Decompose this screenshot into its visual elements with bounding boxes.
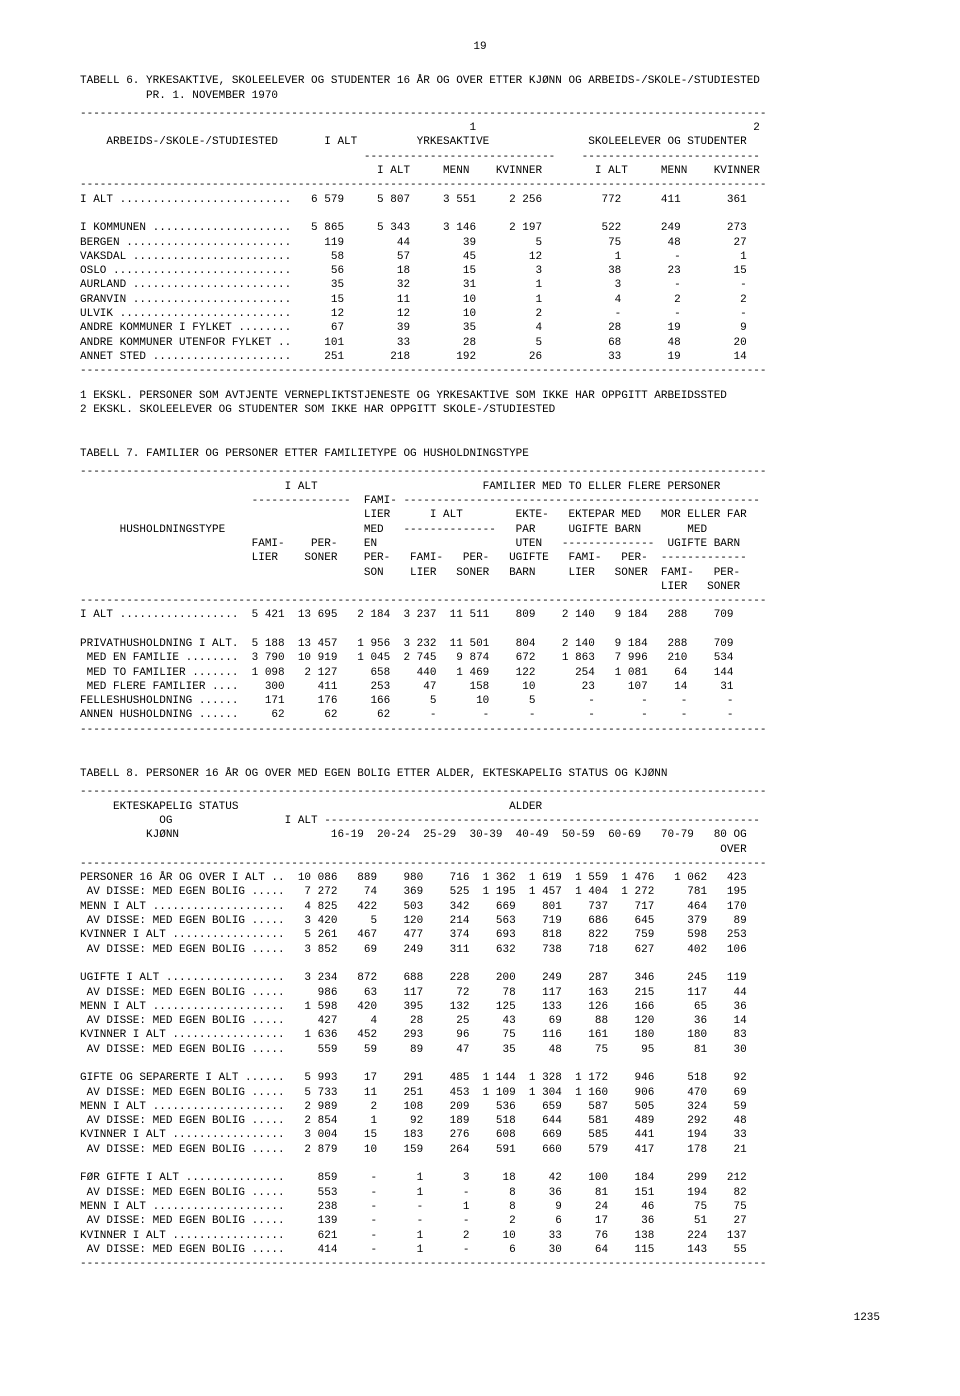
table-7-title: TABELL 7. FAMILIER OG PERSONER ETTER FAM… xyxy=(80,447,880,461)
page-number-bottom: 1235 xyxy=(80,1311,880,1325)
table-8-title: TABELL 8. PERSONER 16 ÅR OG OVER MED EGE… xyxy=(80,767,880,781)
rule: ----------------------------------------… xyxy=(80,178,880,192)
rule: ----------------------------------------… xyxy=(80,1257,880,1271)
rule: ----------------------------------------… xyxy=(80,723,880,737)
table-8-body: PERSONER 16 ÅR OG OVER I ALT .. 10 086 8… xyxy=(80,871,880,1257)
rule: ----------------------------------------… xyxy=(80,465,880,479)
table-6-title: TABELL 6. YRKESAKTIVE, SKOLEELEVER OG ST… xyxy=(80,74,880,103)
table-8-header: EKTESKAPELIG STATUS ALDER OG I ALT -----… xyxy=(80,800,880,857)
table-7-header: I ALT FAMILIER MED TO ELLER FLERE PERSON… xyxy=(80,480,880,594)
table-6-header: 1 2 ARBEIDS-/SKOLE-/STUDIESTED I ALT YRK… xyxy=(80,121,880,178)
page-number-top: 19 xyxy=(80,40,880,54)
rule: ----------------------------------------… xyxy=(80,785,880,799)
table-7: TABELL 7. FAMILIER OG PERSONER ETTER FAM… xyxy=(80,447,880,737)
rule: ----------------------------------------… xyxy=(80,857,880,871)
rule: ----------------------------------------… xyxy=(80,107,880,121)
rule: ----------------------------------------… xyxy=(80,594,880,608)
table-6-footnotes: 1 EKSKL. PERSONER SOM AVTJENTE VERNEPLIK… xyxy=(80,389,880,418)
table-6-body: I ALT .......................... 6 579 5… xyxy=(80,193,880,365)
table-6: TABELL 6. YRKESAKTIVE, SKOLEELEVER OG ST… xyxy=(80,74,880,417)
table-8: TABELL 8. PERSONER 16 ÅR OG OVER MED EGE… xyxy=(80,767,880,1271)
table-7-body: I ALT .................. 5 421 13 695 2 … xyxy=(80,608,880,722)
rule: ----------------------------------------… xyxy=(80,364,880,378)
